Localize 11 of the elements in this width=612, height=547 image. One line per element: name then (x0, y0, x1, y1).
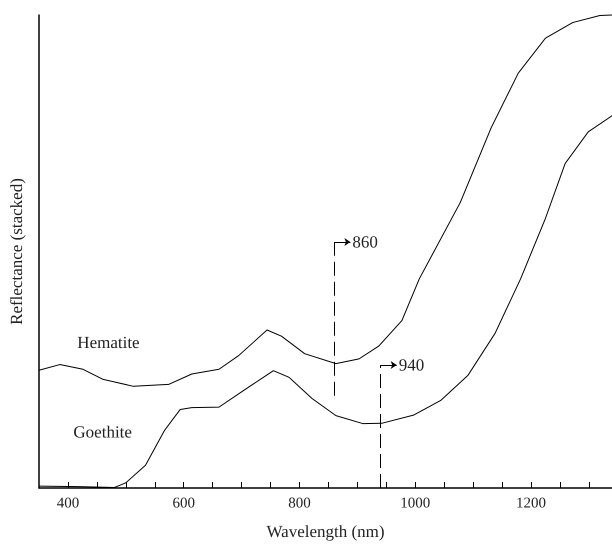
x-axis-title: Wavelength (nm) (266, 522, 385, 541)
x-tick-label: 1200 (516, 496, 546, 512)
x-tick-label: 600 (172, 496, 195, 512)
series-label: Hematite (77, 332, 140, 352)
x-tick-label: 800 (288, 496, 311, 512)
ref-line-label: 940 (398, 356, 424, 375)
ref-line-label: 860 (352, 232, 378, 252)
y-axis-title: Reflectance (stacked) (7, 178, 26, 325)
x-tick-label: 1000 (400, 496, 430, 512)
x-tick-label: 400 (56, 496, 80, 512)
series-label: Goethite (73, 422, 132, 442)
